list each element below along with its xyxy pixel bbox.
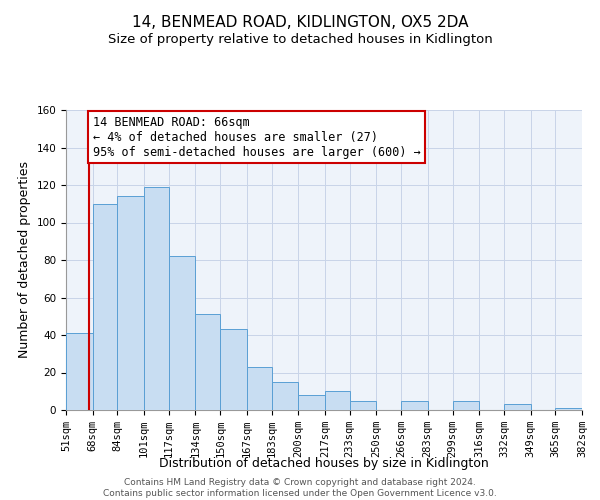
Bar: [350, 400, 376, 410]
Bar: [196, 314, 220, 410]
Text: 14 BENMEAD ROAD: 66sqm
← 4% of detached houses are smaller (27)
95% of semi-deta: 14 BENMEAD ROAD: 66sqm ← 4% of detached …: [92, 116, 420, 158]
Bar: [272, 382, 298, 410]
Text: Size of property relative to detached houses in Kidlington: Size of property relative to detached ho…: [107, 32, 493, 46]
Bar: [66, 333, 92, 410]
Text: Contains HM Land Registry data © Crown copyright and database right 2024.
Contai: Contains HM Land Registry data © Crown c…: [103, 478, 497, 498]
Bar: [144, 187, 169, 410]
Text: Distribution of detached houses by size in Kidlington: Distribution of detached houses by size …: [159, 457, 489, 470]
Bar: [118, 196, 144, 410]
Bar: [556, 408, 582, 410]
Bar: [325, 391, 350, 410]
Bar: [169, 256, 196, 410]
Bar: [298, 395, 325, 410]
Y-axis label: Number of detached properties: Number of detached properties: [18, 162, 31, 358]
Bar: [401, 400, 428, 410]
Bar: [247, 367, 272, 410]
Text: 14, BENMEAD ROAD, KIDLINGTON, OX5 2DA: 14, BENMEAD ROAD, KIDLINGTON, OX5 2DA: [132, 15, 468, 30]
Bar: [504, 404, 530, 410]
Bar: [92, 204, 118, 410]
Bar: [220, 330, 247, 410]
Bar: [452, 400, 479, 410]
